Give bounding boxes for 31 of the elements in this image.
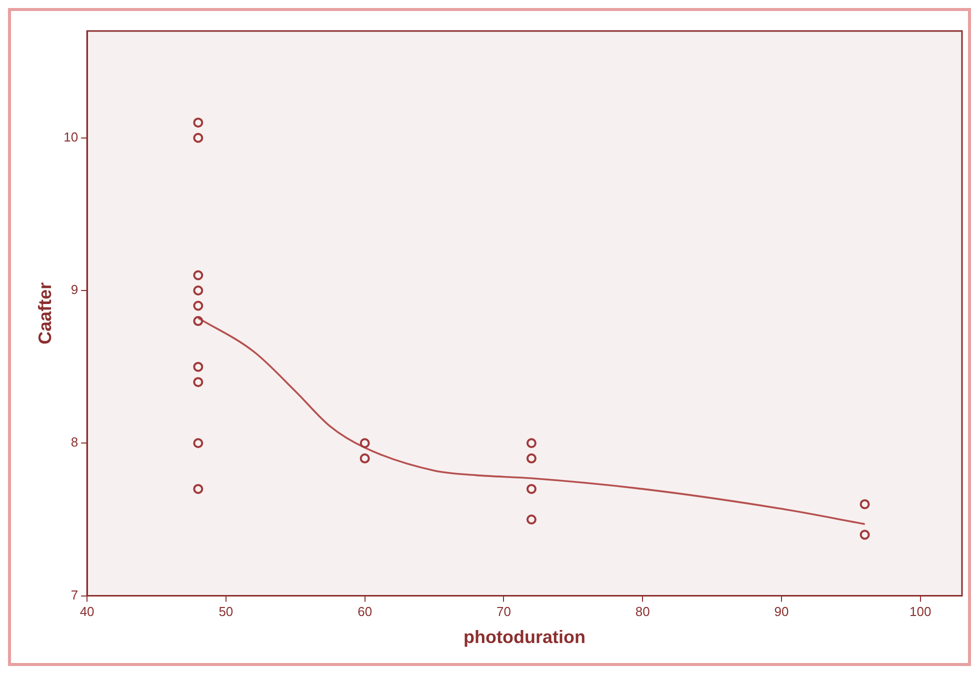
x-tick-label: 50 (218, 604, 234, 620)
y-tick-label: 7 (70, 587, 78, 602)
y-tick-label: 10 (64, 129, 78, 144)
point (360, 438, 370, 448)
point (526, 514, 536, 524)
y-tick-label: 9 (70, 282, 78, 298)
point (193, 286, 204, 296)
x-tick-label: 80 (635, 604, 650, 620)
x-tick-label: 40 (80, 604, 94, 620)
point (193, 300, 204, 311)
point (526, 438, 536, 448)
point (193, 438, 204, 448)
point (193, 316, 204, 326)
x-tick-label: 90 (774, 604, 789, 620)
point (193, 377, 204, 388)
x-tick-label: 70 (496, 604, 511, 620)
point (360, 453, 370, 464)
point (193, 362, 204, 372)
x-axis-title: photoduration (464, 627, 586, 648)
y-axis-title: Caafter (34, 282, 55, 344)
point (526, 484, 536, 494)
y-tick-label: 8 (70, 434, 78, 450)
point (860, 499, 870, 510)
point (193, 484, 204, 494)
point (193, 132, 204, 143)
point (193, 118, 204, 128)
x-tick-label: 100 (909, 604, 932, 620)
x-tick-label: 60 (358, 604, 372, 620)
point (860, 530, 870, 540)
point (193, 270, 204, 280)
point (526, 453, 536, 464)
